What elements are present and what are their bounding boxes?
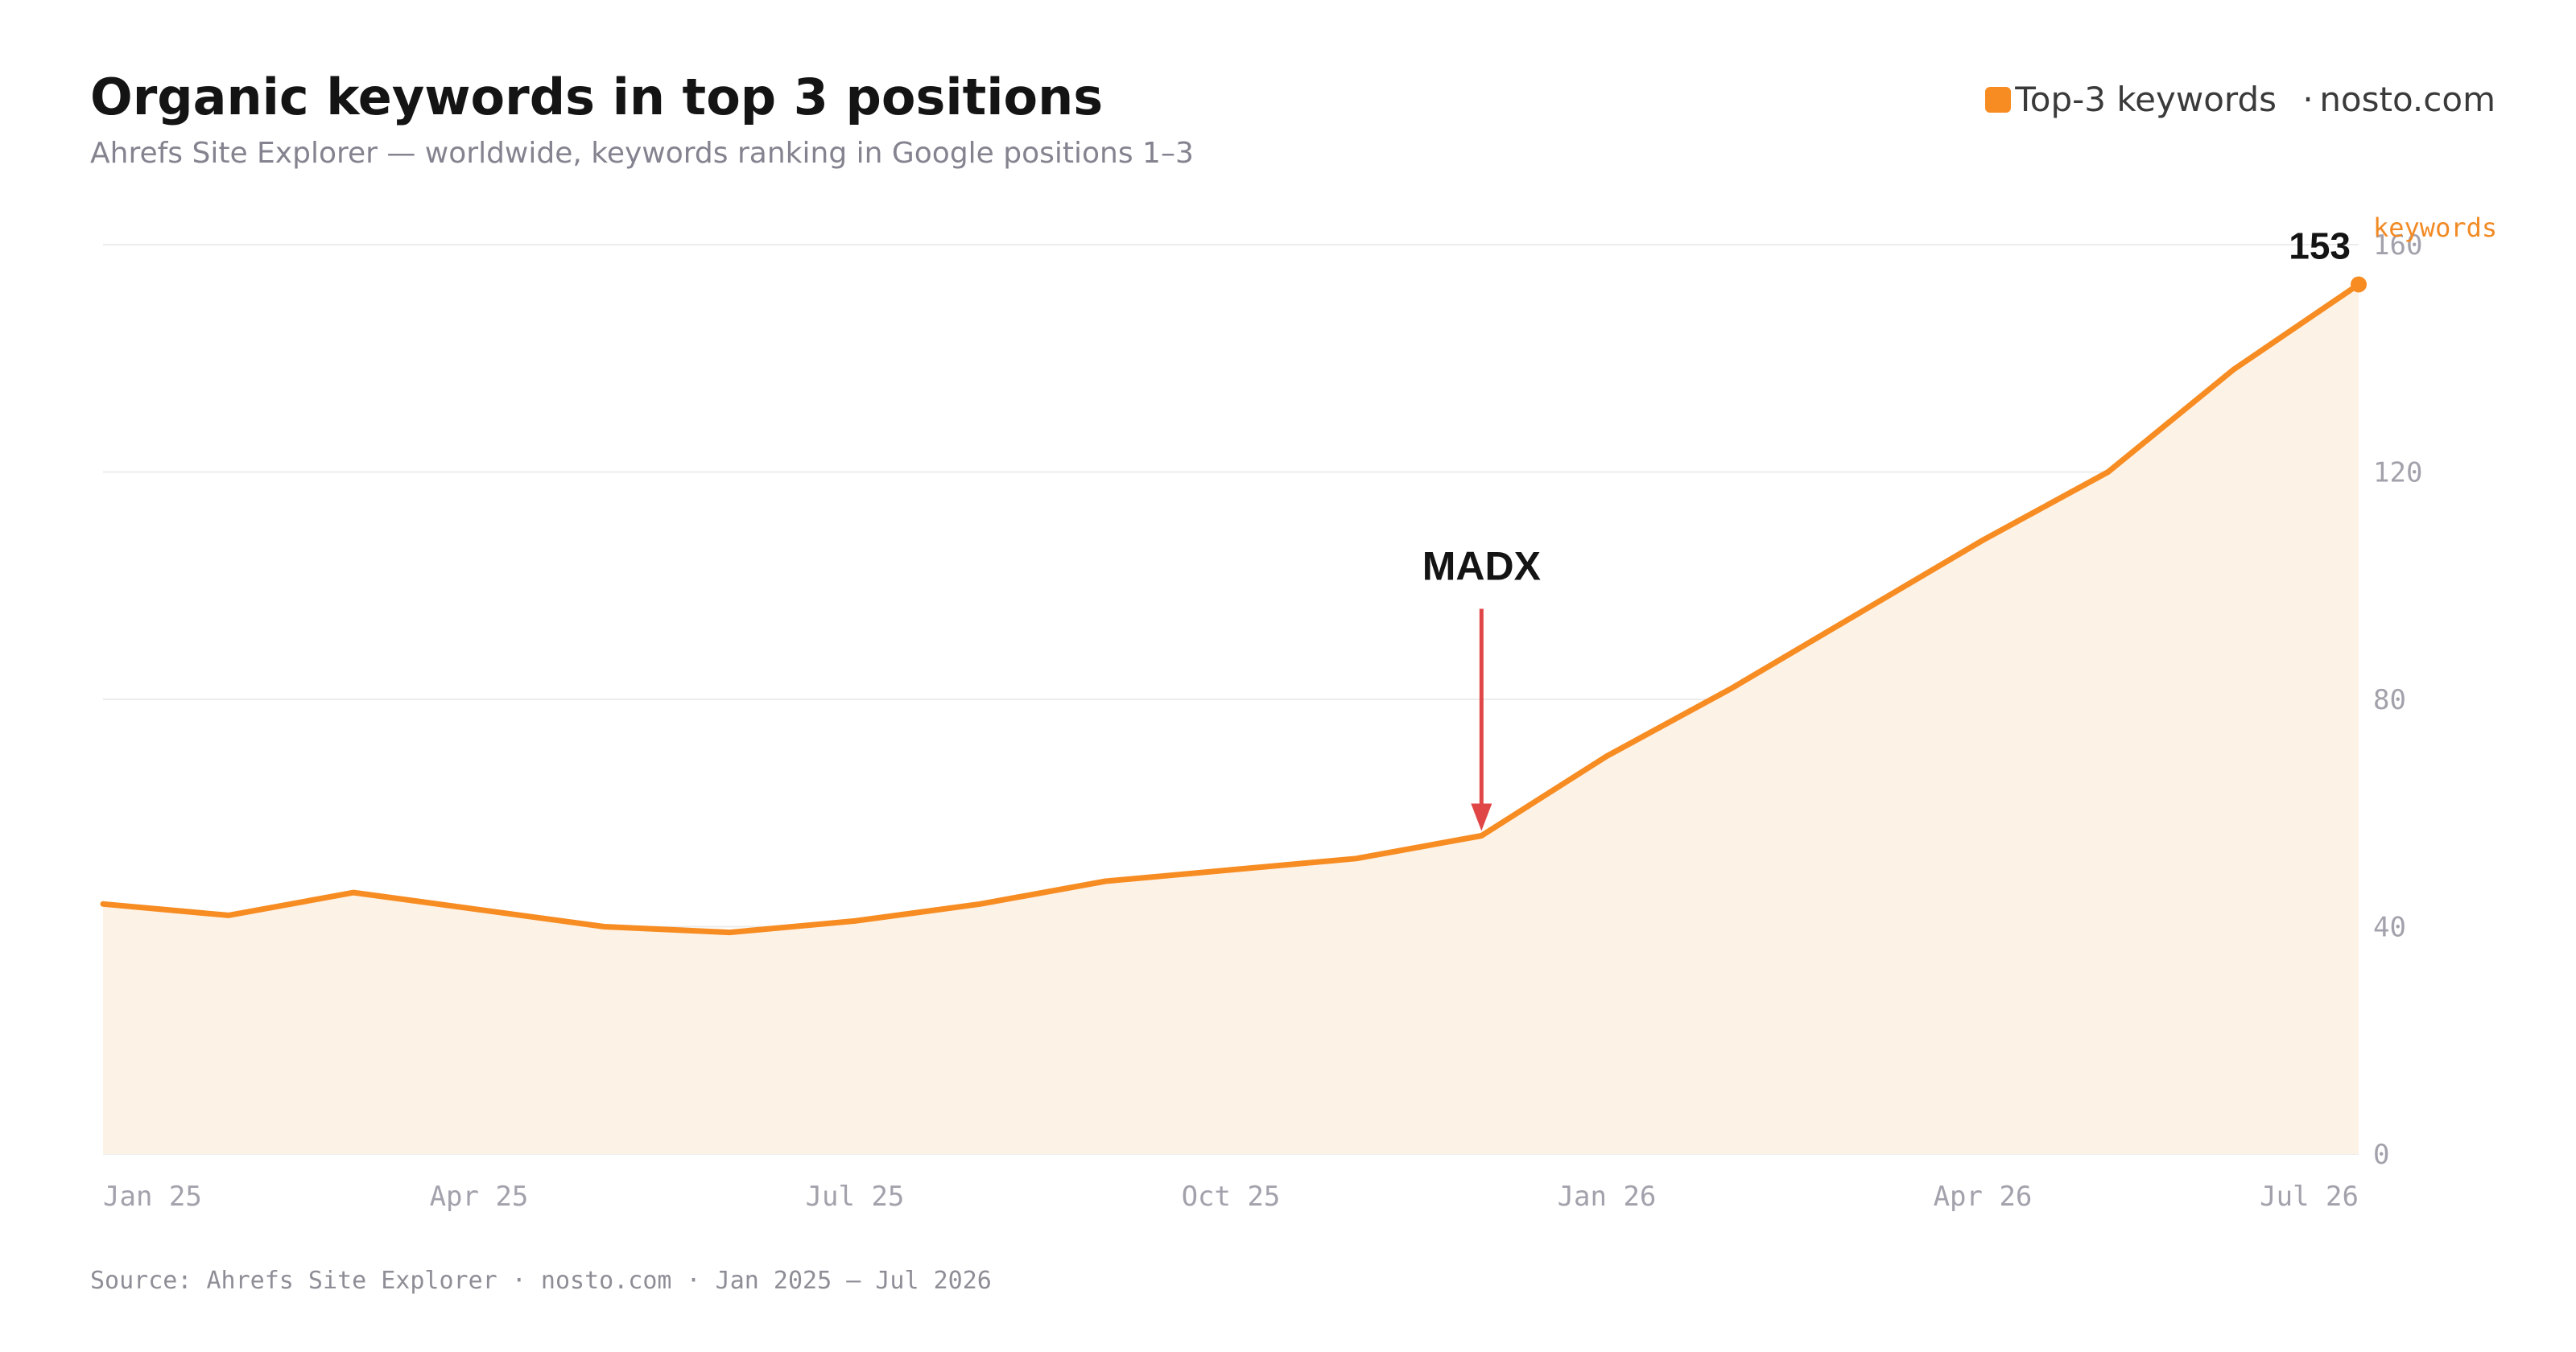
x-tick-label-jul-25: Jul 25 (806, 1181, 905, 1213)
chart-title: Organic keywords in top 3 positions (90, 68, 1103, 126)
area-fill (103, 284, 2359, 1154)
legend: nosto.com · Top-3 keywords (1985, 80, 2496, 119)
legend-domain: nosto.com (2319, 80, 2496, 119)
legend-swatch (1985, 87, 2011, 113)
series-line-top-3-keywords (100, 281, 2362, 936)
legend-separator: · (2302, 80, 2313, 119)
x-axis: Jan 25 Apr 25 Jul 25 Oct 25 Jan 26 Apr 26 Jul … (103, 1181, 2359, 1213)
series-line-layer (100, 276, 2367, 936)
y-tick-label-0: 0 (2373, 1139, 2389, 1171)
x-tick-label-oct-25: Oct 25 (1182, 1181, 1281, 1213)
x-tick-label-apr-26: Apr 26 (1934, 1181, 2033, 1213)
x-tick-label-jan-25: Jan 25 (103, 1181, 202, 1213)
x-tick-label-jul-26: Jul 26 (2260, 1181, 2359, 1213)
annotations: MADX 153 (1422, 225, 2351, 831)
y-axis-unit-label: keywords (2373, 212, 2497, 243)
annotation-madx-label: MADX (1422, 544, 1541, 589)
legend-series-label: Top-3 keywords (2014, 80, 2277, 119)
source-note: Source: Ahrefs Site Explorer · nosto.com… (90, 1267, 992, 1295)
annotation-last-value: 153 (2289, 225, 2351, 266)
y-tick-label-80: 80 (2373, 684, 2406, 716)
chart-subtitle: Ahrefs Site Explorer — worldwide, keywor… (90, 137, 1194, 170)
x-tick-label-apr-25: Apr 25 (430, 1181, 529, 1213)
y-tick-label-120: 120 (2373, 457, 2422, 489)
y-tick-label-40: 40 (2373, 912, 2406, 944)
x-tick-label-jan-26: Jan 26 (1558, 1181, 1657, 1213)
annotation-madx-arrow-head (1471, 803, 1492, 831)
area-fill-path (103, 284, 2359, 1154)
data-point-jul-2026 (2351, 276, 2367, 293)
y-tick-label-160: 160 (2373, 229, 2422, 262)
